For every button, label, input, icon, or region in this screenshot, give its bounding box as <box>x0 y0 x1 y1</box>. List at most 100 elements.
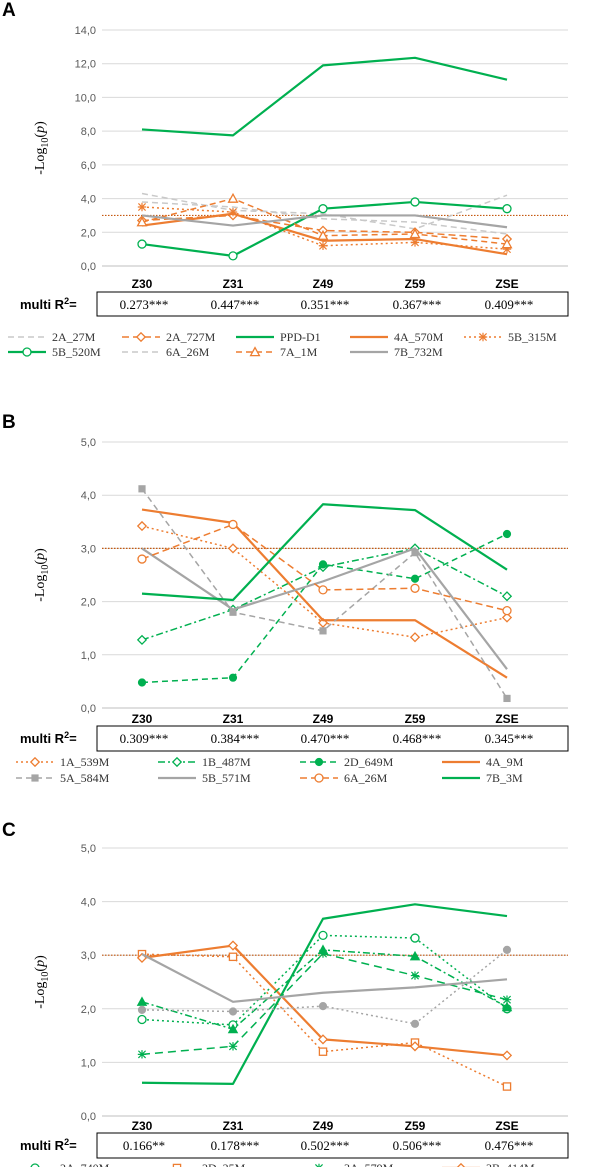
y-tick-label: 14,0 <box>75 25 96 37</box>
series-5A_584M <box>138 485 511 703</box>
legend-item: 7B_732M <box>350 345 443 359</box>
legend-item: 7A_1M <box>236 345 318 359</box>
series-line <box>141 508 508 679</box>
data-point <box>318 930 328 941</box>
legend-label: PPD-D1 <box>280 330 321 344</box>
data-point <box>137 678 147 687</box>
legend-item: 2A_740M <box>30 1161 110 1167</box>
data-point <box>410 971 420 980</box>
data-point <box>317 944 329 954</box>
multi-r2-value: 0.506*** <box>393 1138 442 1153</box>
x-category-label: Z59 <box>405 1119 426 1133</box>
y-tick-label: 3,0 <box>81 543 96 555</box>
panel-b-chart: 0,0 1,0 2,0 3,0 4,0 5,0 -Log10(p) Z30 Z31 Z49 Z59 Z… <box>16 437 569 785</box>
series-1A_539M <box>136 520 513 643</box>
y-tick-label: 2,0 <box>81 1004 96 1016</box>
series-7B_732M <box>141 214 508 229</box>
data-point <box>137 554 147 564</box>
series-line <box>141 953 508 1003</box>
data-point <box>502 244 512 254</box>
legend-label: 5B_520M <box>52 345 101 359</box>
legend-marker <box>135 331 147 343</box>
y-tick-label: 5,0 <box>81 437 96 449</box>
multi-r2-value: 0.447*** <box>211 297 260 312</box>
series-line <box>141 206 508 250</box>
data-point <box>227 940 239 951</box>
x-category-label: Z31 <box>223 712 244 726</box>
legend-marker <box>172 1163 182 1167</box>
data-point <box>136 520 148 532</box>
legend-label: 5B_571M <box>202 771 251 785</box>
data-point <box>318 204 328 214</box>
data-point <box>410 197 420 207</box>
data-point <box>409 950 421 961</box>
legend-marker <box>29 756 41 768</box>
x-category-label: ZSE <box>495 277 518 291</box>
data-point <box>502 529 512 539</box>
series-line <box>141 953 508 1088</box>
multi-r2-value: 0.468*** <box>393 731 442 746</box>
legend-item: 5A_584M <box>16 771 110 785</box>
legend-label: 6A_26M <box>166 345 210 359</box>
series-PPD-D1 <box>141 56 508 137</box>
data-point <box>410 574 420 583</box>
multi-r2-box <box>96 291 569 317</box>
y-tick-label: 1,0 <box>81 650 96 662</box>
legend-item: 6A_26M <box>122 345 210 359</box>
legend-marker <box>22 347 32 357</box>
panel-a-chart: 0,0 2,0 4,0 6,0 8,0 10,0 12,0 14,0 -Log10(p) Z30 Z… <box>8 25 569 359</box>
series-6A_26M <box>137 519 512 616</box>
legend-label: 7B_3M <box>486 771 523 785</box>
panel-b: B 0,0 1,0 2,0 3,0 4,0 5,0 -Log10(p) Z30 Z31 Z49 Z5… <box>0 412 590 792</box>
data-point <box>137 1050 147 1059</box>
legend-label: 5B_315M <box>508 330 557 344</box>
legend-item: 2D_25M <box>172 1161 246 1167</box>
data-point <box>501 1001 513 1012</box>
panel-a: A 0,0 2,0 4,0 6,0 8,0 10,0 12,0 14,0 -Log10(p) Z3… <box>0 0 590 380</box>
legend-item: 4A_9M <box>442 755 524 769</box>
y-tick-label: 1,0 <box>81 1057 96 1069</box>
legend-item: PPD-D1 <box>236 330 321 344</box>
x-category-label: Z31 <box>223 277 244 291</box>
series-line <box>141 214 508 229</box>
y-tick-label: 3,0 <box>81 950 96 962</box>
data-point <box>317 229 329 240</box>
legend-marker <box>249 346 261 357</box>
series-2D_649M <box>137 529 512 687</box>
data-point <box>228 1042 238 1051</box>
y-tick-label: 8,0 <box>81 126 96 138</box>
series-7A_1M <box>136 192 513 249</box>
series-4A_9M <box>141 508 508 679</box>
legend-item: 5B_520M <box>8 345 101 359</box>
x-category-label: Z30 <box>132 1119 153 1133</box>
x-category-label: Z49 <box>313 1119 334 1133</box>
data-point <box>137 1014 147 1025</box>
multi-r2-value: 0.345*** <box>485 731 534 746</box>
multi-r2-value: 0.502*** <box>301 1138 350 1153</box>
y-tick-label: 2,0 <box>81 227 96 239</box>
panel-c-letter: C <box>2 820 16 841</box>
legend-label: 6A_26M <box>344 771 388 785</box>
data-point <box>409 1041 421 1052</box>
legend-item: 2A_727M <box>122 330 216 344</box>
multi-r2-value: 0.309*** <box>120 731 169 746</box>
legend-label: 2A_27M <box>52 330 96 344</box>
data-point <box>137 202 147 212</box>
multi-r2-value: 0.409*** <box>485 297 534 312</box>
legend-marker <box>30 1163 40 1167</box>
series-line <box>141 934 508 1026</box>
data-point <box>318 1047 328 1056</box>
series-7A_218M <box>136 944 513 1034</box>
y-tick-label: 0,0 <box>81 261 96 273</box>
panel-b-letter: B <box>2 412 16 433</box>
data-point <box>410 933 420 943</box>
y-axis-label: -Log10(p) <box>33 548 51 602</box>
series-5B_315M <box>137 202 512 254</box>
legend-marker <box>31 774 39 782</box>
series-5B_571M <box>141 547 508 670</box>
legend-item: 5B_571M <box>158 771 251 785</box>
multi-r2-value: 0.476*** <box>485 1138 534 1153</box>
data-point <box>228 952 238 962</box>
data-point <box>319 627 327 635</box>
data-point <box>137 239 147 249</box>
